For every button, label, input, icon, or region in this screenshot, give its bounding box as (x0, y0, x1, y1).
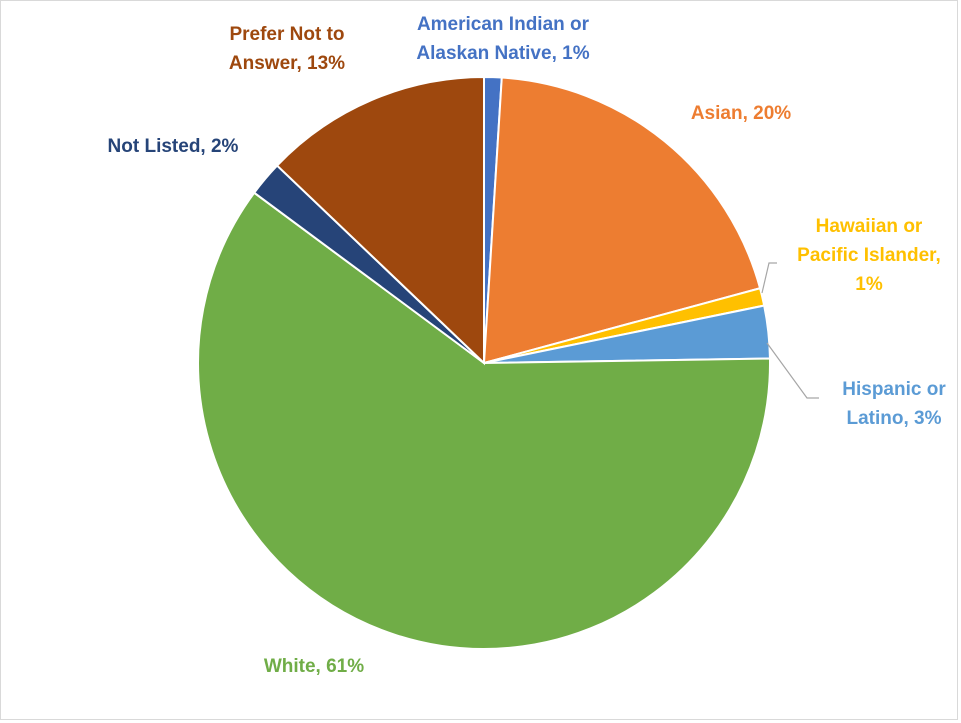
data-label-not-listed: Not Listed, 2% (108, 136, 239, 157)
data-label-prefer-not-to-answer: Prefer Not to Answer, 13% (229, 24, 345, 74)
data-label-white: White, 61% (264, 656, 364, 677)
data-label-american-indian-or-alaskan-native: American Indian or Alaskan Native, 1% (416, 14, 589, 64)
pie-slice-asian (482, 76, 762, 365)
leader-line-hawaiian-or-pacific-islander (761, 262, 777, 294)
pie-slice-prefer-not-to-answer (275, 75, 485, 366)
pie-slice-white (197, 191, 771, 650)
data-label-asian: Asian, 20% (691, 103, 791, 124)
data-label-hispanic-or-latino: Hispanic or Latino, 3% (842, 379, 946, 429)
data-label-hawaiian-or-pacific-islander: Hawaiian or Pacific Islander, 1% (797, 216, 941, 295)
leader-line-hispanic-or-latino (766, 342, 819, 399)
